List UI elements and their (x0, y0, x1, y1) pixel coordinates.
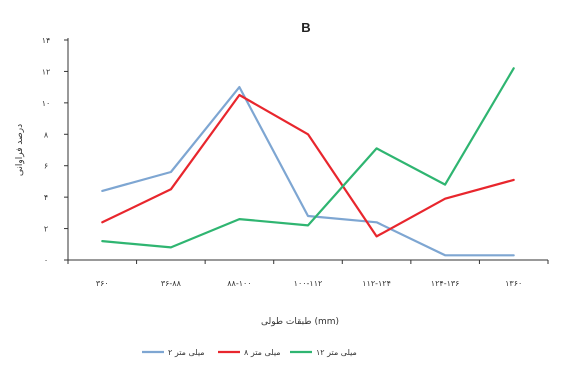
y-tick-label: ۱۴ (42, 36, 51, 45)
y-tick-label: ۰ (44, 256, 48, 265)
x-tick-label: ۱۳۶۰ (505, 279, 522, 288)
chart-title: B (301, 20, 310, 35)
x-tick-label: ۸۸-۱۰۰ (227, 279, 251, 288)
x-tick-label: ۱۰۰-۱۱۲ (294, 279, 323, 288)
y-tick-label: ۱۰ (42, 99, 51, 108)
legend-label: ۸ میلی متر (244, 348, 281, 357)
x-tick-labels: ۳۶۰ ۳۶-۸۸ ۸۸-۱۰۰ ۱۰۰-۱۱۲ ۱۱۲-۱۲۴ ۱۲۴-۱۳۶ ۱۳۶۰ (67, 260, 549, 288)
y-tick-label: ۴ (44, 193, 48, 202)
legend-label: ۱۲ میلی متر (316, 348, 357, 357)
y-tick-label: ۸ (44, 130, 49, 139)
series-line-2 (101, 93, 515, 238)
y-tick-label: ۲ (44, 225, 48, 234)
y-tick-labels: ۰ ۲ ۴ ۶ ۸ ۱۰ ۱۲ ۱۴ (42, 36, 68, 265)
y-axis-label-group: درصد فراوانی (15, 124, 25, 176)
legend-label: ۲ میلی متر (168, 348, 205, 357)
series-line-1 (101, 85, 515, 257)
series-lines (101, 67, 515, 257)
y-tick-label: ۶ (44, 162, 48, 171)
axes (67, 38, 548, 261)
series-line-3 (101, 67, 515, 249)
x-axis-label: طبقات طولی (mm) (261, 317, 339, 327)
legend: ۱۲ میلی متر ۸ میلی متر ۲ میلی متر (142, 348, 357, 357)
x-tick-label: ۱۲۴-۱۳۶ (431, 279, 460, 288)
y-axis-label: درصد فراوانی (15, 124, 25, 176)
x-tick-label: ۳۶-۸۸ (161, 279, 182, 288)
x-tick-label: ۳۶۰ (96, 279, 109, 288)
y-tick-label: ۱۲ (42, 67, 51, 76)
x-tick-label: ۱۱۲-۱۲۴ (362, 279, 391, 288)
